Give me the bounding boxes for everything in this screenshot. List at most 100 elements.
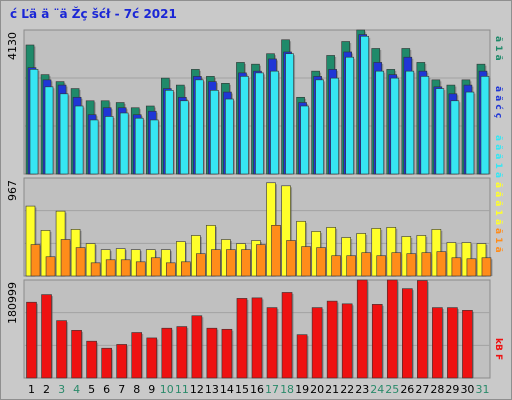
bar-s6-day-14 <box>221 328 233 379</box>
y-axis-max-label: 180999 <box>6 282 19 324</box>
bar-s5-day-22 <box>346 255 356 277</box>
bar-s3-day-3 <box>59 93 69 175</box>
x-tick-label: 11 <box>175 383 189 396</box>
x-tick-label: 26 <box>400 383 414 396</box>
x-tick-label: 30 <box>460 383 474 396</box>
bar-s5-day-26 <box>406 253 417 277</box>
bar-s5-day-30 <box>466 258 477 277</box>
x-tick-label: 23 <box>355 383 369 396</box>
bar-s3-day-2 <box>44 86 54 175</box>
x-tick-label: 21 <box>325 383 339 396</box>
bar-s3-day-7 <box>119 112 129 175</box>
y-axis-max-label: 4130 <box>6 32 19 60</box>
x-tick-label: 17 <box>265 383 279 396</box>
bar-s5-day-25 <box>391 252 402 277</box>
x-tick-label: 24 <box>370 383 384 396</box>
bar-s3-day-21 <box>330 77 339 175</box>
bar-s3-day-23 <box>360 35 370 175</box>
bar-s5-day-9 <box>150 257 161 277</box>
bar-s5-day-8 <box>135 261 146 277</box>
bar-s6-day-11 <box>176 326 188 379</box>
bar-s3-day-13 <box>210 90 219 175</box>
x-tick-label: 12 <box>190 383 204 396</box>
bar-s6-day-9 <box>146 337 158 379</box>
bar-s6-day-16 <box>251 297 263 379</box>
bar-s3-day-31 <box>480 76 490 175</box>
bar-s3-day-8 <box>134 117 144 175</box>
bar-s5-day-14 <box>226 249 236 277</box>
bar-s3-day-22 <box>345 56 354 175</box>
bar-s5-day-20 <box>316 247 326 277</box>
bar-s3-day-28 <box>435 88 445 175</box>
x-tick-label: 2 <box>43 383 50 396</box>
x-tick-label: 19 <box>295 383 309 396</box>
bar-s6-day-6 <box>101 347 112 379</box>
x-axis-labels: 1 2 3 4 5 6 7 8 9 10 11 12 13 14 15 16 17 18 19 20 21 22 23 24 2… <box>28 383 489 396</box>
x-tick-label: 8 <box>133 383 140 396</box>
bar-s5-day-29 <box>451 257 462 277</box>
bar-s5-day-2 <box>45 256 56 277</box>
x-tick-label: 9 <box>148 383 155 396</box>
bar-s3-day-19 <box>300 105 309 175</box>
x-tick-label: 31 <box>475 383 489 396</box>
bar-s5-day-23 <box>361 252 372 277</box>
bar-s6-day-20 <box>311 307 323 379</box>
bar-s6-day-1 <box>26 301 37 379</box>
x-tick-label: 20 <box>310 383 324 396</box>
bar-s3-day-17 <box>270 70 279 175</box>
bar-s5-day-5 <box>90 262 101 277</box>
bar-s5-day-11 <box>181 261 191 277</box>
bar-s6-day-23 <box>356 279 368 379</box>
x-tick-label: 13 <box>205 383 219 396</box>
chart-panels: 4130 967 180999 <box>6 29 493 379</box>
x-tick-label: 6 <box>103 383 110 396</box>
bar-s5-day-6 <box>105 259 116 277</box>
chart-legend: ă 1 ă ă ă ć ç ă ă ă 1 ă ă ă ă 1 ă ă 1 ă kB F <box>493 36 504 360</box>
bar-s6-day-19 <box>296 334 308 379</box>
legend-series6: kB F <box>493 338 503 360</box>
bar-s3-day-6 <box>104 116 114 175</box>
bar-s3-day-30 <box>465 91 475 175</box>
bar-s6-day-18 <box>281 292 293 379</box>
bar-s6-day-15 <box>236 298 248 379</box>
bar-s3-day-25 <box>390 77 400 175</box>
bar-s3-day-29 <box>450 100 460 175</box>
bar-s3-day-24 <box>375 70 385 175</box>
bar-s3-day-14 <box>225 98 234 175</box>
bar-s6-day-21 <box>326 300 338 379</box>
legend-series1: ă 1 ă <box>493 36 503 61</box>
bar-s5-day-31 <box>481 257 492 277</box>
bar-s5-day-15 <box>241 249 251 277</box>
bar-s5-day-3 <box>60 239 71 277</box>
bar-s3-day-20 <box>315 79 324 175</box>
chart-title: ć Ľä ä ¨ä Žç šćł - 7ć 2021 <box>10 6 177 21</box>
bar-s5-day-10 <box>165 262 176 277</box>
bar-s6-day-8 <box>131 332 143 379</box>
bar-s6-day-13 <box>206 327 218 379</box>
x-tick-label: 16 <box>250 383 264 396</box>
x-tick-label: 27 <box>415 383 429 396</box>
legend-series4: ă ă ă 1 ă <box>493 182 503 225</box>
x-tick-label: 15 <box>235 383 249 396</box>
x-tick-label: 5 <box>88 383 95 396</box>
bar-s3-day-1 <box>29 69 39 175</box>
bar-s6-day-2 <box>41 294 52 379</box>
bar-s6-day-30 <box>462 310 473 379</box>
bar-s5-day-7 <box>120 259 131 277</box>
bar-s6-day-10 <box>161 327 173 379</box>
bar-s3-day-27 <box>420 76 430 175</box>
legend-series3: ă ă ă 1 ă <box>493 135 503 178</box>
bar-s5-day-16 <box>256 244 266 277</box>
x-tick-label: 14 <box>220 383 234 396</box>
bar-s6-day-17 <box>266 307 278 379</box>
bar-s3-day-4 <box>74 105 84 175</box>
bar-s4-day-11 <box>176 241 186 277</box>
bar-s5-day-24 <box>376 255 387 277</box>
y-axis-max-label: 967 <box>6 180 19 201</box>
bar-s5-day-21 <box>331 255 341 277</box>
x-tick-label: 1 <box>28 383 35 396</box>
bar-s5-day-28 <box>436 251 447 277</box>
panel-bottom: 180999 <box>6 279 491 379</box>
x-tick-label: 7 <box>118 383 125 396</box>
